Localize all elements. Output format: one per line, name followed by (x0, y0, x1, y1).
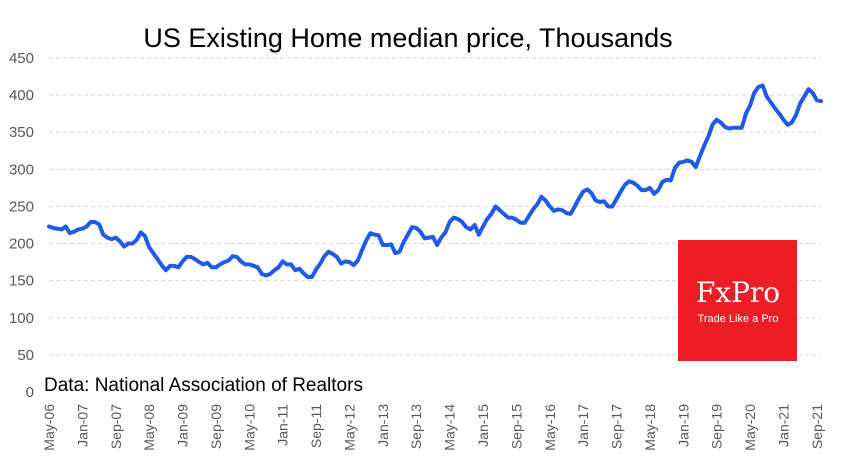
chart-title: US Existing Home median price, Thousands (143, 23, 672, 53)
y-tick-label: 0 (26, 384, 34, 401)
x-tick-label: Jan-21 (775, 404, 791, 447)
x-tick-label: May-10 (241, 404, 257, 451)
y-tick-label: 100 (9, 310, 34, 327)
x-tick-label: May-22 (842, 404, 845, 451)
y-tick-label: 200 (9, 236, 34, 253)
x-tick-label: May-08 (141, 404, 157, 451)
y-tick-label: 450 (9, 50, 34, 67)
logo-name: FxPro (696, 276, 780, 309)
x-tick-label: May-14 (442, 404, 458, 451)
x-tick-label: Sep-19 (709, 404, 725, 449)
x-tick-label: Sep-09 (208, 404, 224, 449)
x-tick-label: Jan-15 (475, 404, 491, 447)
series-line (47, 83, 823, 279)
y-tick-label: 150 (9, 273, 34, 290)
x-tick-label: Sep-15 (508, 404, 524, 449)
fxpro-logo: FxPro Trade Like a Pro (678, 240, 797, 361)
x-tick-label: Sep-11 (308, 404, 324, 448)
x-tick-label: Jan-09 (175, 404, 191, 447)
x-tick-label: Sep-07 (108, 404, 124, 449)
y-tick-label: 300 (9, 161, 34, 178)
y-axis-ticks: 0 50 100 150 200 250 300 350 400 450 (9, 50, 34, 401)
x-tick-label: May-06 (41, 404, 57, 451)
x-tick-label: May-18 (642, 404, 658, 451)
x-tick-label: Jan-17 (575, 404, 591, 447)
x-tick-label: May-16 (542, 404, 558, 451)
y-tick-label: 350 (9, 124, 34, 141)
x-tick-label: Jan-13 (375, 404, 391, 447)
x-tick-label: Jan-11 (275, 404, 291, 446)
y-tick-label: 50 (17, 347, 34, 364)
logo-background (678, 240, 797, 361)
x-tick-label: Sep-17 (609, 404, 625, 449)
data-source-annotation: Data: National Association of Realtors (44, 375, 363, 396)
x-tick-label: Sep-13 (408, 404, 424, 449)
y-tick-label: 400 (9, 87, 34, 104)
x-tick-label: Jan-19 (675, 404, 691, 447)
x-tick-label: May-20 (742, 404, 758, 451)
x-tick-label: Sep-21 (809, 404, 825, 449)
x-axis-ticks: May-06 Jan-07 Sep-07 May-08 Jan-09 Sep-09 May-… (41, 404, 845, 451)
x-tick-label: Jan-07 (74, 404, 90, 447)
y-tick-label: 250 (9, 198, 34, 215)
x-tick-label: May-12 (341, 404, 357, 451)
logo-tagline: Trade Like a Pro (698, 313, 779, 325)
series-group (47, 83, 823, 279)
